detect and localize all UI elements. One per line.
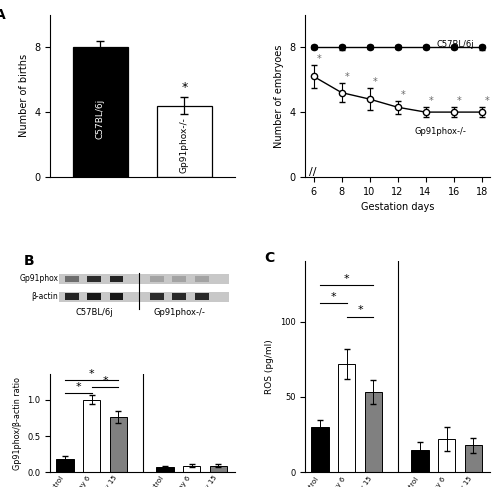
Text: *: * [485,96,490,107]
Text: *: * [89,370,94,379]
Text: Day 6: Day 6 [430,475,446,487]
Text: Day 6: Day 6 [75,474,92,487]
Text: C: C [264,251,274,264]
Text: *: * [373,77,378,87]
Text: *: * [102,376,108,386]
Bar [210,466,227,472]
Bar [110,293,124,300]
Bar [412,450,428,472]
Text: Day 15: Day 15 [454,475,473,487]
Text: *: * [76,382,81,392]
Bar [88,276,102,282]
Text: β-actin: β-actin [32,292,58,301]
Text: *: * [330,292,336,302]
Text: Control: Control [46,474,65,487]
Bar [66,293,79,300]
Text: Day 15: Day 15 [354,475,374,487]
Bar [183,466,200,472]
Y-axis label: Gp91phox/β-actin ratio: Gp91phox/β-actin ratio [12,377,22,470]
Bar [83,400,100,472]
Text: Gp91phox-/-: Gp91phox-/- [154,308,206,317]
Text: B: B [24,254,34,268]
Y-axis label: Number of births: Number of births [18,54,28,137]
Text: Control: Control [146,474,165,487]
Text: *: * [358,305,363,316]
Text: *: * [345,72,350,82]
Text: *: * [182,81,188,94]
X-axis label: Gestation days: Gestation days [361,203,434,212]
Text: *: * [429,96,434,107]
Bar [194,293,208,300]
Text: *: * [401,90,406,100]
Text: A: A [0,8,6,22]
Bar [312,427,329,472]
Text: C57BL/6j: C57BL/6j [96,98,105,139]
Bar [438,439,456,472]
Bar [56,459,74,472]
Bar [338,364,355,472]
Text: Control: Control [400,475,420,487]
Bar [172,276,186,282]
Text: Gp91phox-/-: Gp91phox-/- [414,127,466,136]
Text: Day 15: Day 15 [199,474,218,487]
Text: Gp91phox-/-: Gp91phox-/- [180,117,189,173]
Bar [365,393,382,472]
Y-axis label: Number of embryoes: Number of embryoes [274,44,283,148]
Text: Day 6: Day 6 [175,474,192,487]
Y-axis label: ROS (pg/ml): ROS (pg/ml) [265,339,274,394]
Text: C57BL/6j: C57BL/6j [76,308,113,317]
Bar [88,293,102,300]
Text: Day 6: Day 6 [330,475,347,487]
Text: Gp91phox: Gp91phox [20,274,59,283]
Bar [110,276,124,282]
Text: *: * [344,274,350,284]
Bar [157,106,212,177]
Bar [59,292,230,301]
Text: Control: Control [300,475,320,487]
Text: Day 15: Day 15 [99,474,118,487]
Bar [110,417,127,472]
Bar [150,276,164,282]
Bar [172,293,186,300]
Bar [156,468,174,472]
Bar [150,293,164,300]
Bar [194,276,208,282]
Text: //: // [309,167,316,177]
Bar [464,445,482,472]
Bar [66,276,79,282]
Bar [59,274,230,284]
Bar [73,47,128,177]
Text: *: * [317,54,322,64]
Text: C57BL/6j: C57BL/6j [437,40,474,49]
Text: *: * [457,96,462,107]
